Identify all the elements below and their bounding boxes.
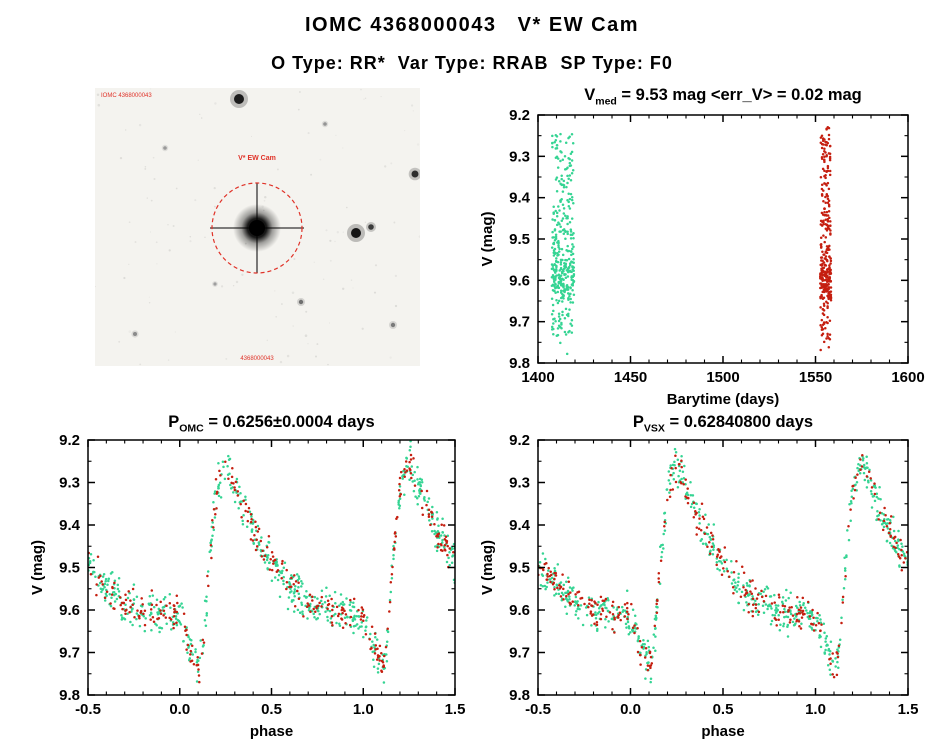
x-tick-label: 1.0 [353, 701, 374, 718]
y-tick-label: 9.3 [509, 475, 530, 492]
field-star [213, 282, 217, 286]
field-star [368, 224, 374, 230]
y-tick-label: 9.3 [59, 475, 80, 492]
x-axis-label: phase [701, 723, 744, 740]
x-tick-label: 1.5 [898, 701, 919, 718]
y-tick-label: 9.6 [509, 602, 530, 619]
x-tick-label: -0.5 [525, 701, 551, 718]
finder-bottom-label: 4368000043 [240, 356, 274, 362]
x-tick-label: 0.5 [713, 701, 734, 718]
y-tick-label: 9.6 [59, 602, 80, 619]
field-star [323, 122, 327, 126]
time-plot-title-rest: = 9.53 mag <err_V> = 0.02 mag [616, 86, 862, 104]
y-tick-label: 9.7 [509, 645, 530, 662]
time-plot-title: Vmed = 9.53 mag <err_V> = 0.02 mag [538, 86, 908, 107]
phase-lightcurve-omc: -0.5 0.0 0.5 1.0 1.5 9.2 9.3 9.4 9.5 9.6 9.7 9.8 pha… [29, 432, 465, 740]
x-tick-label: 1400 [521, 369, 554, 386]
y-tick-label: 9.7 [59, 645, 80, 662]
field-star [390, 322, 396, 328]
x-tick-label: 1.5 [445, 701, 466, 718]
phase-omc-title-rest: = 0.6256±0.0004 days [203, 413, 375, 431]
x-tick-label: 0.5 [261, 701, 282, 718]
phase-lightcurve-vsx: -0.5 0.0 0.5 1.0 1.5 9.2 9.3 9.4 9.5 9.6 9.7 9.8 pha… [479, 432, 918, 740]
y-axis-label: V (mag) [479, 211, 496, 266]
phase-vsx-title-prefix: P [632, 413, 644, 431]
phase-omc-title: POMC = 0.6256±0.0004 days [88, 413, 455, 434]
y-tick-label: 9.6 [509, 272, 530, 289]
y-tick-label: 9.4 [59, 517, 81, 534]
y-tick-label: 9.4 [509, 190, 531, 207]
field-star [411, 170, 419, 178]
target-star-core [249, 220, 265, 236]
y-tick-label: 9.8 [59, 687, 80, 704]
y-tick-label: 9.8 [509, 687, 530, 704]
target-aperture-circle [211, 182, 303, 274]
phase-omc-title-sub: OMC [179, 422, 204, 435]
scatter-epoch-2-red [538, 453, 908, 679]
phase-vsx-title: PVSX = 0.62840800 days [538, 413, 908, 434]
y-tick-label: 9.7 [509, 314, 530, 331]
finder-chart: IOMC 4368000043 V* EW Cam 4368000043 [94, 88, 422, 366]
scatter-epoch-2-red [88, 453, 455, 684]
page-subtitle: O Type: RR* Var Type: RRAB SP Type: F0 [271, 53, 673, 73]
y-tick-label: 9.2 [509, 107, 530, 124]
phase-omc-title-prefix: P [168, 413, 180, 431]
x-tick-label: 0.0 [169, 701, 190, 718]
y-axis-label: V (mag) [29, 540, 46, 595]
scatter-epoch-1-green [88, 440, 455, 684]
field-star [133, 332, 137, 336]
y-tick-label: 9.4 [509, 517, 531, 534]
x-tick-label: 1450 [614, 369, 647, 386]
x-tick-label: 1.0 [805, 701, 826, 718]
x-tick-label: 0.0 [620, 701, 641, 718]
finder-id-label: IOMC 4368000043 [101, 93, 152, 99]
x-axis-label: phase [250, 723, 293, 740]
y-tick-label: 9.8 [509, 355, 530, 372]
phase-vsx-title-rest: = 0.62840800 days [664, 413, 814, 431]
time-plot-title-prefix: V [584, 86, 596, 104]
y-axis-label: V (mag) [479, 540, 496, 595]
scatter-epoch-1-green [538, 447, 908, 684]
page-title: IOMC 4368000043 V* EW Cam [305, 14, 639, 36]
y-tick-label: 9.3 [509, 148, 530, 165]
x-tick-label: 1600 [891, 369, 924, 386]
time-plot-title-sub: med [595, 95, 617, 108]
phase-vsx-title-sub: VSX [643, 422, 665, 435]
y-tick-label: 9.2 [59, 432, 80, 449]
field-star [298, 299, 304, 305]
x-tick-label: 1550 [799, 369, 832, 386]
scatter-epoch-2-red [819, 125, 833, 352]
y-tick-label: 9.5 [509, 231, 530, 248]
time-lightcurve: 1400 1450 1500 1550 1600 9.2 9.3 9.4 9.5 9.6 9.7 9.… [479, 107, 925, 408]
x-tick-label: -0.5 [75, 701, 101, 718]
finder-chart-canvas: IOMC 4368000043 V* EW Cam 4368000043 [94, 88, 422, 366]
finder-target-label: V* EW Cam [238, 155, 276, 162]
y-tick-label: 9.5 [59, 560, 80, 577]
field-star [163, 146, 167, 150]
field-star [234, 94, 244, 104]
x-tick-label: 1500 [706, 369, 739, 386]
field-star [351, 228, 361, 238]
axes-frame [537, 114, 909, 364]
scatter-epoch-1-green [550, 132, 576, 356]
y-tick-label: 9.5 [509, 560, 530, 577]
y-tick-label: 9.2 [509, 432, 530, 449]
x-axis-label: Barytime (days) [667, 391, 780, 408]
